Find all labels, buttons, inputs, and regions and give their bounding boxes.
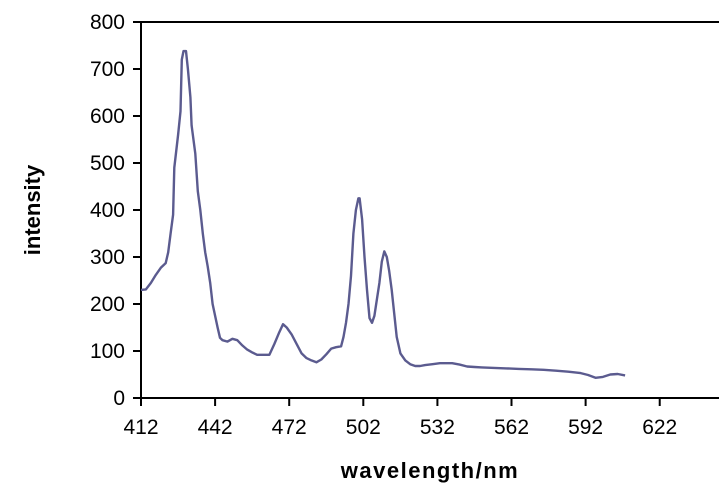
y-tick-label: 300 <box>90 246 125 269</box>
y-tick-label: 600 <box>90 105 125 128</box>
y-tick-label: 0 <box>113 387 125 410</box>
y-tick-label: 200 <box>90 293 125 316</box>
y-tick-label: 700 <box>90 58 125 81</box>
y-tick-label: 800 <box>90 11 125 34</box>
x-axis-title: wavelength/nm <box>340 458 519 483</box>
y-tick-label: 400 <box>90 199 125 222</box>
x-tick-label: 532 <box>420 416 455 439</box>
x-tick-label: 502 <box>346 416 381 439</box>
series-line <box>140 49 626 379</box>
x-tick-label: 592 <box>568 416 603 439</box>
x-tick-label: 412 <box>123 416 158 439</box>
y-axis-title: intensity <box>20 164 45 255</box>
x-tick-label: 472 <box>272 416 307 439</box>
y-axis-ticks: 0 100 200 300 400 500 600 700 800 <box>90 11 141 410</box>
x-axis-ticks: 412 442 472 502 532 562 592 622 <box>123 398 677 439</box>
x-tick-label: 562 <box>494 416 529 439</box>
y-tick-label: 100 <box>90 340 125 363</box>
y-tick-label: 500 <box>90 152 125 175</box>
x-tick-label: 622 <box>642 416 677 439</box>
x-tick-label: 442 <box>198 416 233 439</box>
